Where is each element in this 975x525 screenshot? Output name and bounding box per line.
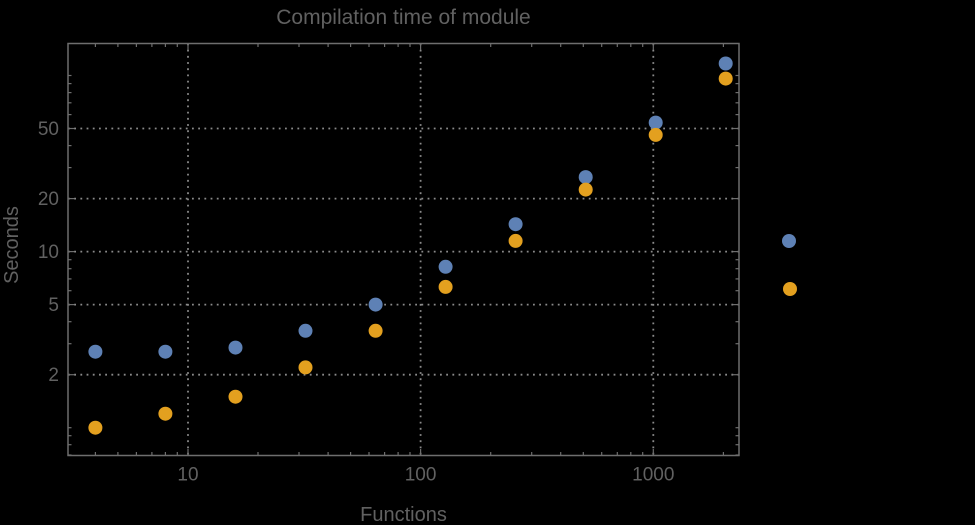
x-axis-label: Functions: [360, 504, 447, 525]
plot-frame: [67, 42, 740, 457]
data-point: [298, 323, 313, 338]
legend: [782, 234, 797, 296]
gridlines: [68, 43, 739, 456]
x-tick-labels: 10 100 1000: [177, 465, 674, 486]
data-point: [508, 217, 523, 232]
y-tick-label: 10: [38, 242, 59, 263]
data-point: [88, 420, 103, 435]
data-point: [718, 71, 733, 86]
data-point: [228, 340, 243, 355]
chart-title: Compilation time of module: [276, 6, 531, 29]
data-point: [648, 115, 663, 130]
data-point: [648, 127, 663, 142]
axis-ticks: [68, 43, 739, 456]
data-point: [88, 344, 103, 359]
data-point: [158, 406, 173, 421]
data-point: [368, 297, 383, 312]
data-point: [578, 170, 593, 185]
y-tick-label: 50: [38, 119, 59, 140]
legend-marker-series-2: [783, 282, 797, 296]
data-point: [228, 389, 243, 404]
data-point: [718, 56, 733, 71]
data-point: [578, 182, 593, 197]
y-tick-labels: 2 5 10 20 50: [38, 119, 59, 386]
y-tick-label: 5: [48, 295, 59, 316]
series-2-points: [88, 71, 733, 435]
data-point: [438, 259, 453, 274]
data-point: [368, 323, 383, 338]
x-tick-label: 10: [177, 465, 198, 486]
data-point: [508, 233, 523, 248]
x-tick-label: 100: [405, 465, 437, 486]
data-point: [298, 360, 313, 375]
data-point: [158, 344, 173, 359]
data-point: [438, 279, 453, 294]
series-1-points: [88, 56, 733, 359]
legend-marker-series-1: [782, 234, 796, 248]
y-tick-label: 2: [48, 365, 59, 386]
y-tick-label: 20: [38, 189, 59, 210]
x-tick-label: 1000: [632, 465, 674, 486]
